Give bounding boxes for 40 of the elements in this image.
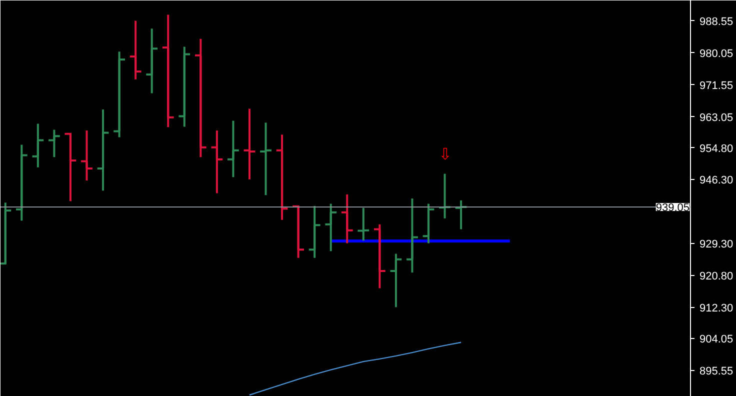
candlestick <box>145 28 159 94</box>
y-tick-label: 904.05 <box>700 333 734 346</box>
candlestick <box>275 134 289 221</box>
y-tick-label: 988.55 <box>700 16 734 28</box>
ref-line-label: 939.05 <box>656 202 690 214</box>
candlestick <box>242 108 256 180</box>
y-tick-label: 946.30 <box>700 174 734 187</box>
line-series <box>248 342 462 396</box>
candlestick <box>112 50 126 138</box>
candlestick <box>324 202 338 252</box>
y-tick-label: 895.55 <box>700 365 734 378</box>
candlestick <box>14 144 28 222</box>
candlestick <box>178 46 192 128</box>
candlestick <box>226 120 240 178</box>
candlestick <box>31 122 45 168</box>
candlestick <box>389 252 403 308</box>
candlestick <box>438 172 452 220</box>
y-tick-label: 963.05 <box>700 112 734 124</box>
candlestick <box>48 128 61 158</box>
y-tick-label: 980.05 <box>700 48 734 60</box>
candlestick <box>80 129 94 182</box>
candlestick <box>406 198 419 274</box>
candlestick <box>372 223 386 290</box>
y-tick-label: 920.80 <box>700 270 734 283</box>
candlestick <box>259 122 272 196</box>
y-tick-label: 954.80 <box>700 142 734 155</box>
candlestick <box>96 108 110 192</box>
candlestick <box>194 38 208 158</box>
candlestick <box>308 205 322 259</box>
candlestick <box>161 14 175 128</box>
candlestick <box>422 202 436 244</box>
annotation: ⇩ <box>438 146 452 164</box>
candlestick <box>454 199 468 230</box>
y-tick-label: 971.55 <box>700 80 734 92</box>
candlestick <box>356 206 370 242</box>
candlestick <box>210 129 224 194</box>
y-tick-label: 929.30 <box>700 238 734 251</box>
candlestick <box>340 193 354 244</box>
candlestick <box>128 20 142 80</box>
y-tick-label: 912.30 <box>700 302 734 314</box>
